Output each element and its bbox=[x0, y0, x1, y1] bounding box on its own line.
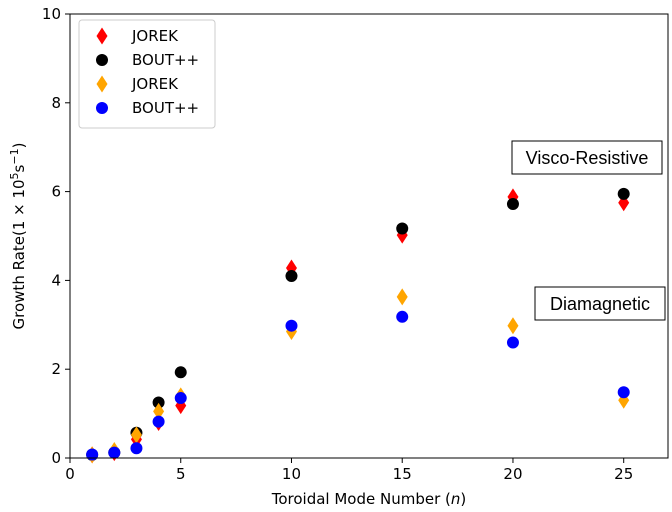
legend-marker bbox=[96, 27, 108, 45]
series-jorek-visco-resistive bbox=[86, 188, 630, 464]
data-point bbox=[152, 415, 165, 428]
legend-marker bbox=[96, 54, 108, 66]
data-point bbox=[396, 288, 408, 306]
x-tick-label: 5 bbox=[176, 465, 186, 483]
x-tick-label: 25 bbox=[614, 465, 633, 483]
data-point bbox=[130, 426, 142, 444]
data-point bbox=[130, 442, 143, 455]
data-point bbox=[396, 222, 409, 235]
x-tick-label: 20 bbox=[503, 465, 522, 483]
x-tick-label: 15 bbox=[393, 465, 412, 483]
data-point bbox=[174, 366, 187, 379]
data-point bbox=[153, 402, 165, 420]
y-tick-label: 0 bbox=[51, 449, 61, 467]
annotation-visco-resistive-text: Visco-Resistive bbox=[526, 148, 649, 168]
data-point bbox=[152, 396, 165, 409]
legend-marker bbox=[96, 102, 108, 114]
y-tick-label: 10 bbox=[42, 5, 61, 23]
legend: JOREK BOUT++ JOREK BOUT++ bbox=[78, 19, 216, 129]
legend-marker bbox=[96, 75, 108, 93]
series-boutpp-diamagnetic bbox=[86, 310, 630, 461]
y-tick-label: 4 bbox=[51, 271, 61, 289]
data-point bbox=[86, 448, 99, 461]
data-point bbox=[285, 269, 298, 282]
data-point bbox=[506, 198, 519, 211]
data-point bbox=[108, 446, 121, 459]
data-point bbox=[507, 317, 519, 335]
data-point bbox=[396, 310, 409, 323]
plot-frame bbox=[69, 13, 669, 459]
x-tick-label: 10 bbox=[282, 465, 301, 483]
data-point bbox=[617, 187, 630, 200]
data-point bbox=[506, 336, 519, 349]
legend-frame bbox=[78, 19, 216, 129]
y-axis-label: Growth Rate(1 × 105s−1) bbox=[8, 143, 28, 330]
legend-label: BOUT++ bbox=[132, 51, 199, 69]
legend-label: JOREK bbox=[131, 75, 179, 93]
annotation-diamagnetic-text: Diamagnetic bbox=[550, 294, 650, 314]
y-tick-label: 6 bbox=[51, 183, 61, 201]
series-boutpp-visco-resistive bbox=[86, 187, 630, 461]
x-axis-label: Toroidal Mode Number (n) bbox=[271, 490, 467, 508]
data-point bbox=[174, 392, 187, 405]
data-point bbox=[617, 386, 630, 399]
annotation-diamagnetic: Diamagnetic bbox=[534, 286, 666, 321]
annotation-visco-resistive: Visco-Resistive bbox=[511, 140, 663, 175]
y-tick-label: 2 bbox=[51, 360, 61, 378]
y-tick-label: 8 bbox=[51, 94, 61, 112]
legend-label: BOUT++ bbox=[132, 99, 199, 117]
legend-label: JOREK bbox=[131, 27, 179, 45]
data-point bbox=[285, 319, 298, 332]
x-tick-label: 0 bbox=[65, 465, 75, 483]
